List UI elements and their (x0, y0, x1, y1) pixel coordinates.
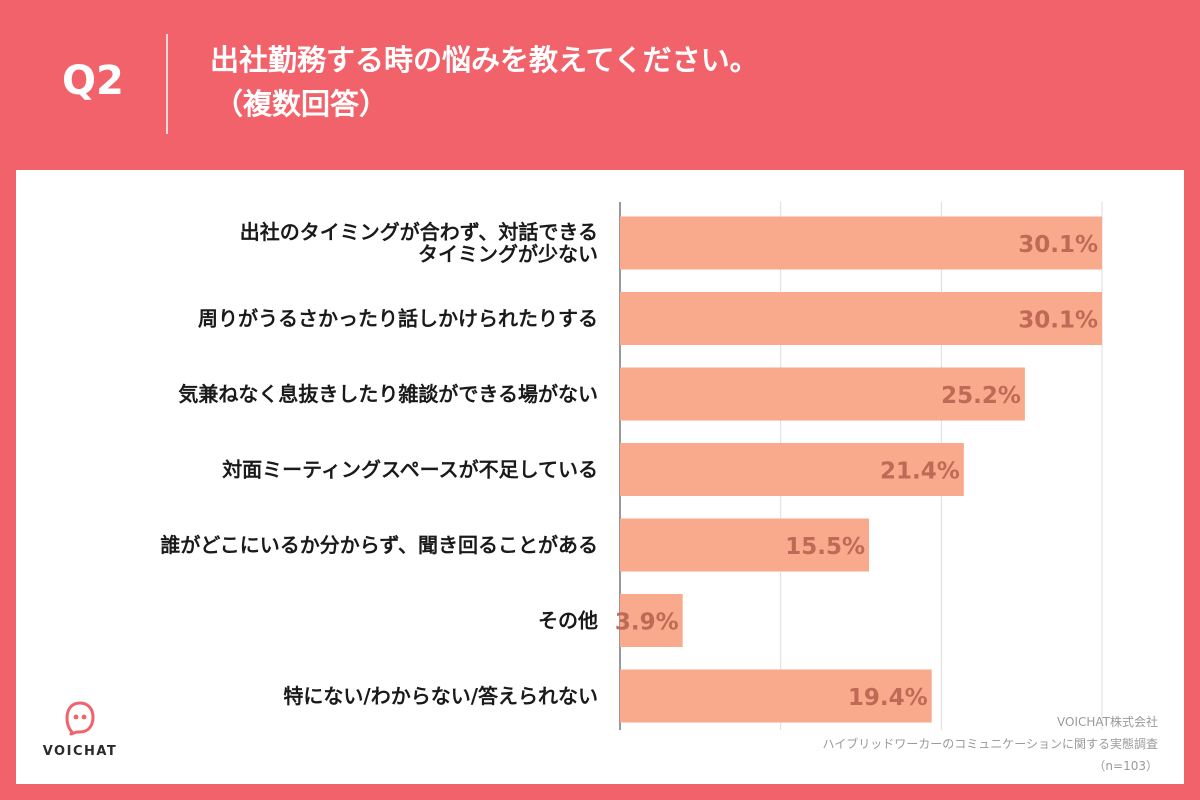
data-label: 30.1% (1018, 308, 1098, 334)
category-label: 対面ミーティングスペースが不足している (221, 458, 598, 482)
header: Q2 出社勤務する時の悩みを教えてください。 （複数回答） (0, 0, 1200, 170)
bar (620, 443, 964, 496)
data-label: 15.5% (785, 534, 865, 560)
source-note: VOICHAT株式会社 ハイブリッドワーカーのコミュニケーションに関する実態調査… (822, 711, 1158, 777)
category-label: 特にない/わからない/答えられない (283, 684, 598, 708)
bar (620, 594, 683, 647)
source-survey: ハイブリッドワーカーのコミュニケーションに関する実態調査 (822, 737, 1158, 751)
category-label: タイミングが少ない (418, 242, 598, 266)
category-label: 誰がどこにいるか分からず、聞き回ることがある (160, 533, 598, 557)
category-label: 周りがうるさかったり話しかけられたりする (198, 307, 598, 331)
question-title: 出社勤務する時の悩みを教えてください。 （複数回答） (210, 38, 759, 126)
category-label: 出社のタイミングが合わず、対話できる (240, 220, 598, 244)
header-divider (166, 34, 168, 134)
source-company: VOICHAT株式会社 (1057, 715, 1158, 729)
data-label: 3.9% (615, 610, 679, 636)
category-label: その他 (538, 609, 598, 633)
bar (620, 518, 870, 572)
logo-text: VOICHAT (42, 744, 118, 759)
chart-panel: 30.1% 出社のタイミングが合わず、対話できる タイミングが少ない 30.1% 周りが… (16, 170, 1184, 784)
bar (620, 367, 1025, 421)
data-label: 21.4% (880, 459, 960, 485)
source-sample: （n=103） (1093, 759, 1158, 773)
voichat-logo: VOICHAT (40, 700, 120, 759)
question-title-line2: （複数回答） (214, 87, 389, 121)
bar (620, 669, 932, 723)
question-number: Q2 (62, 58, 124, 104)
question-title-line1: 出社勤務する時の悩みを教えてください。 (210, 43, 759, 77)
bar (620, 216, 1102, 270)
bar (620, 292, 1102, 345)
data-label: 19.4% (848, 685, 928, 711)
chat-bubble-icon (65, 701, 95, 736)
data-label: 30.1% (1018, 232, 1098, 258)
category-label: 気兼ねなく息抜きしたり雑談ができる場がない (178, 382, 598, 406)
data-label: 25.2% (941, 383, 1021, 409)
